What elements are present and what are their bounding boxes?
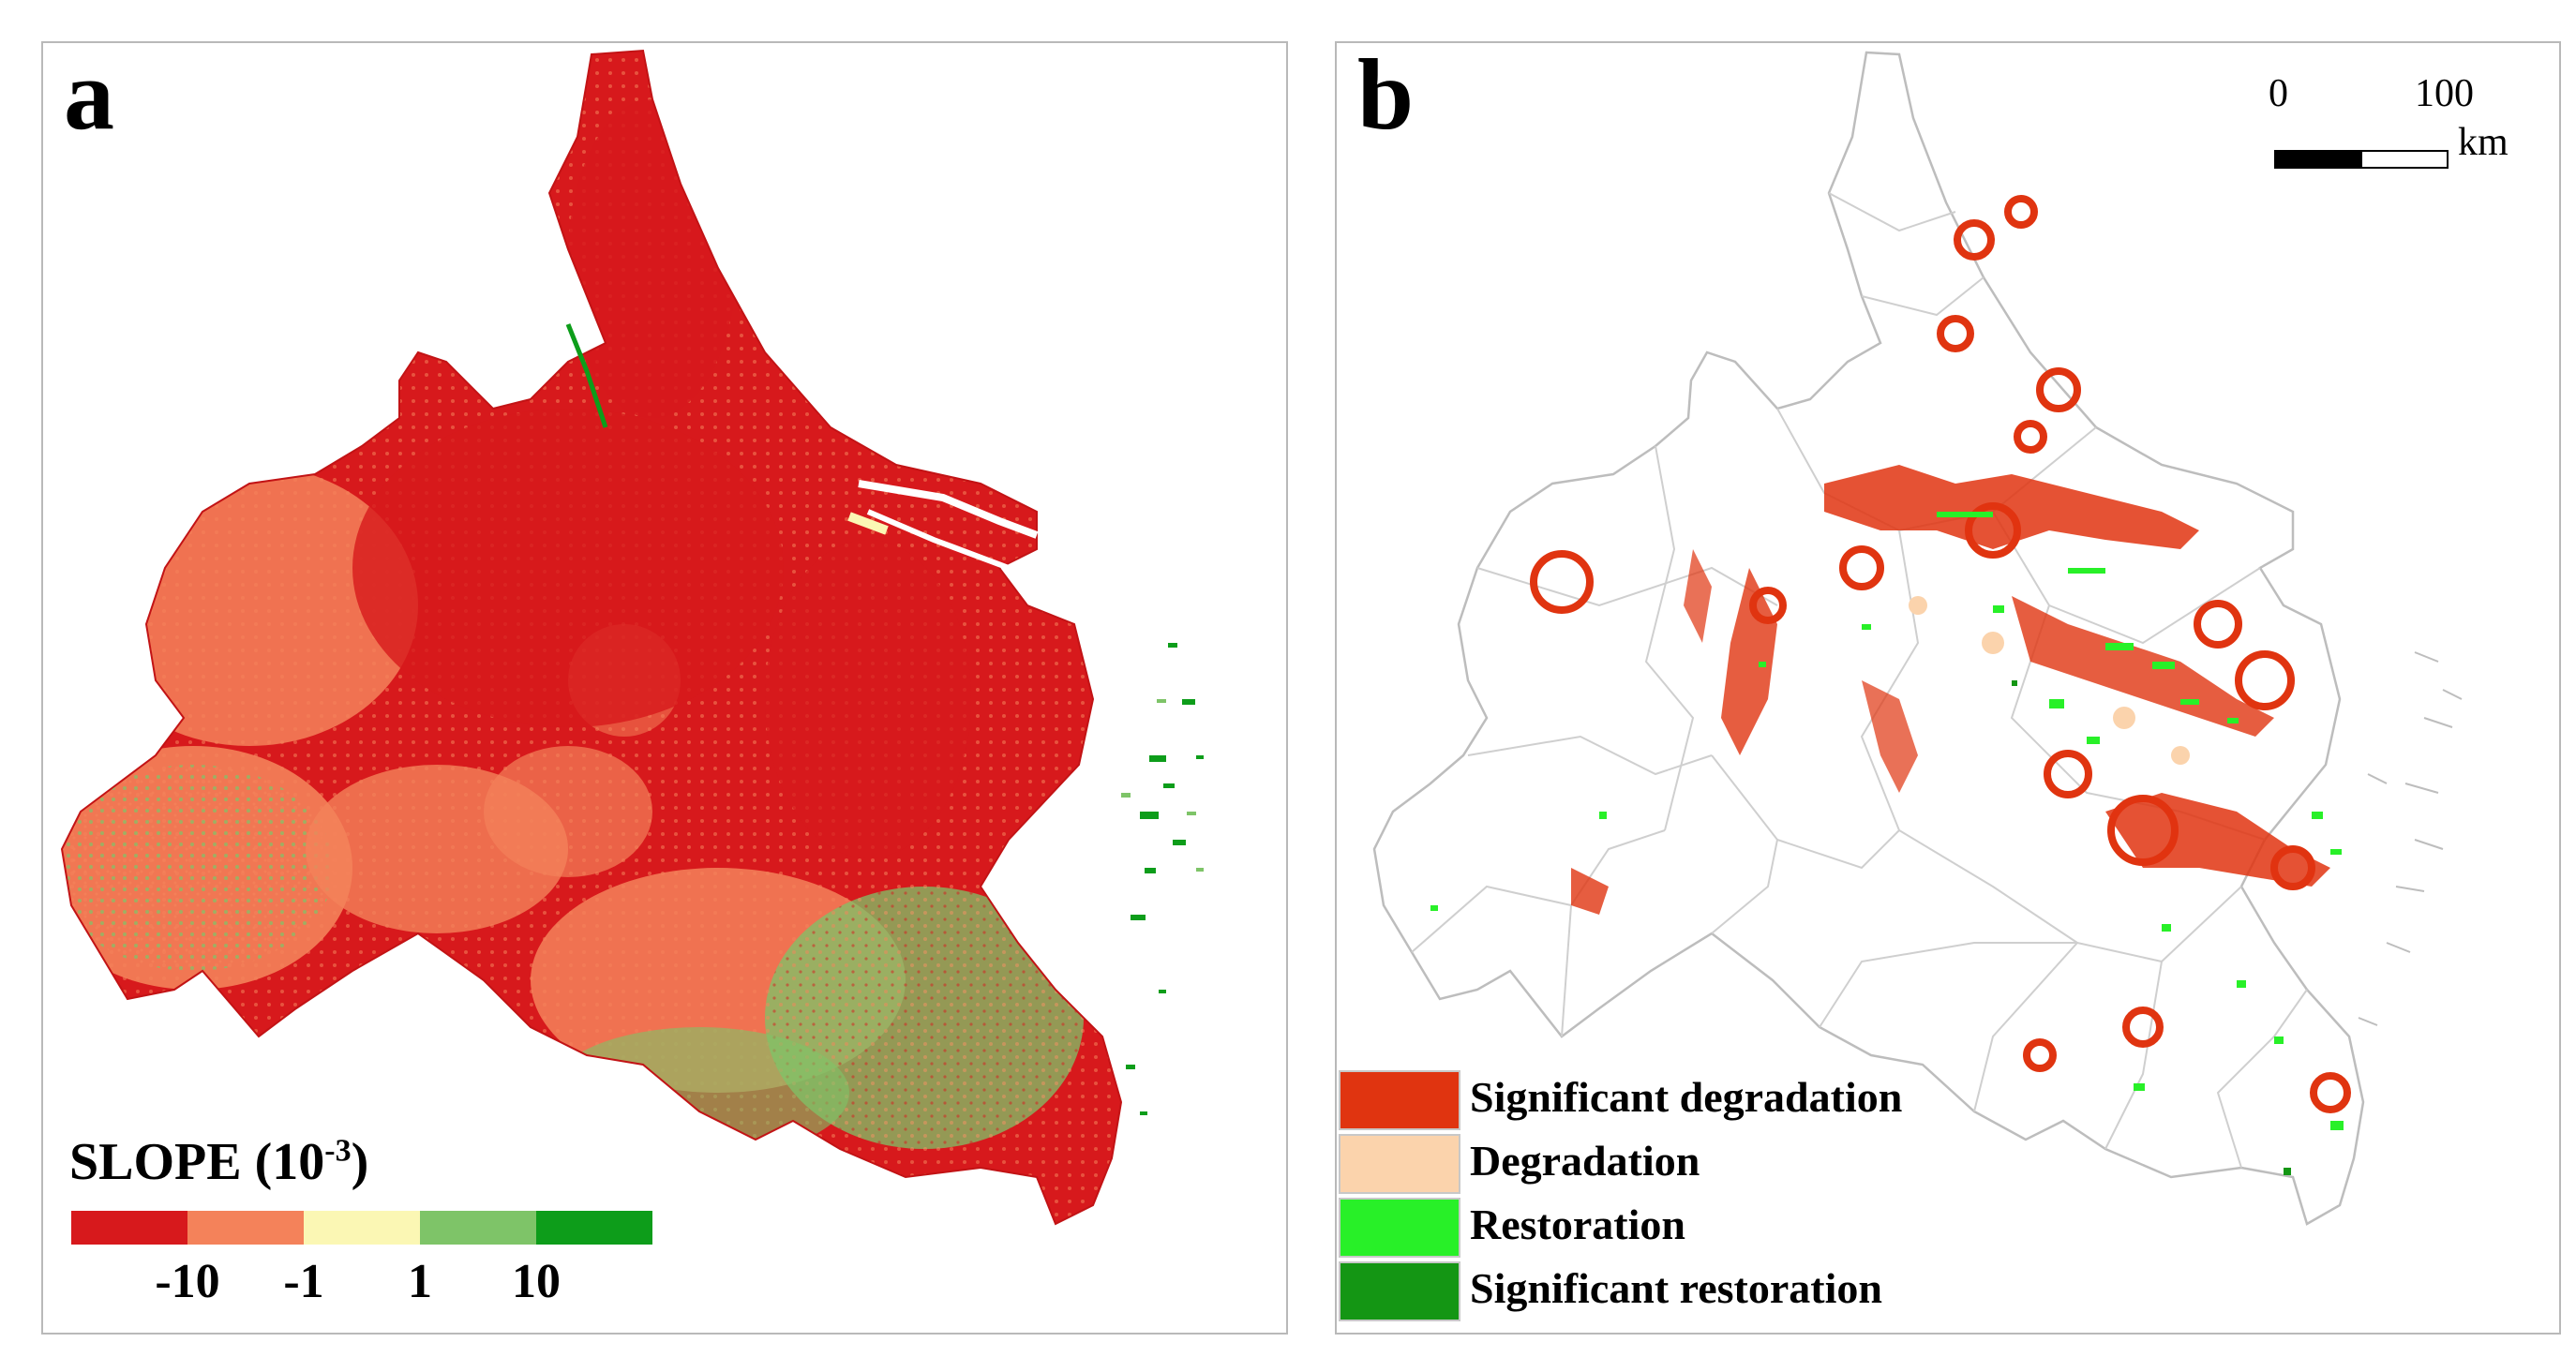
- scale-start-label: 0: [2269, 72, 2288, 115]
- ramp-swatch-2: [304, 1211, 420, 1245]
- scale-unit-label: km: [2458, 121, 2509, 164]
- legend-label: Restoration: [1470, 1200, 1685, 1248]
- ramp-tick-label: 10: [512, 1255, 561, 1308]
- ramp-tick-label: -10: [155, 1255, 220, 1308]
- ramp-tick-label: 1: [408, 1255, 432, 1308]
- ramp-swatch-4: [536, 1211, 652, 1245]
- legend-swatch-degradation: [1339, 1134, 1460, 1194]
- trend-significance-map: [1372, 51, 2463, 1226]
- slope-map: [61, 50, 1204, 1225]
- scale-bar: 0 100 km: [2269, 71, 2509, 184]
- ramp-swatch-0: [71, 1211, 187, 1245]
- panel-letter-a: a: [64, 41, 114, 151]
- panel-b-map: b 0 100 km Significant degradation Degra…: [1335, 41, 2561, 1335]
- scale-segment-filled: [2274, 150, 2362, 169]
- ramp-swatch-3: [420, 1211, 536, 1245]
- legend-label: Significant degradation: [1470, 1073, 1903, 1121]
- slope-color-ramp: [71, 1211, 652, 1245]
- ramp-swatch-1: [187, 1211, 304, 1245]
- legend-swatch-significant-restoration: [1339, 1261, 1460, 1321]
- panel-a-map: a SLOPE (10-3) -10 -1 1 10: [41, 41, 1288, 1335]
- legend-swatch-restoration: [1339, 1198, 1460, 1258]
- legend-label: Degradation: [1470, 1137, 1700, 1185]
- legend-label: Significant restoration: [1470, 1264, 1882, 1312]
- panel-letter-b: b: [1357, 41, 1415, 151]
- legend-swatch-significant-degradation: [1339, 1070, 1460, 1130]
- scale-segment-empty: [2360, 150, 2449, 169]
- slope-legend-title: SLOPE (10-3): [69, 1133, 369, 1191]
- ramp-tick-label: -1: [283, 1255, 324, 1308]
- scale-end-label: 100: [2415, 72, 2474, 115]
